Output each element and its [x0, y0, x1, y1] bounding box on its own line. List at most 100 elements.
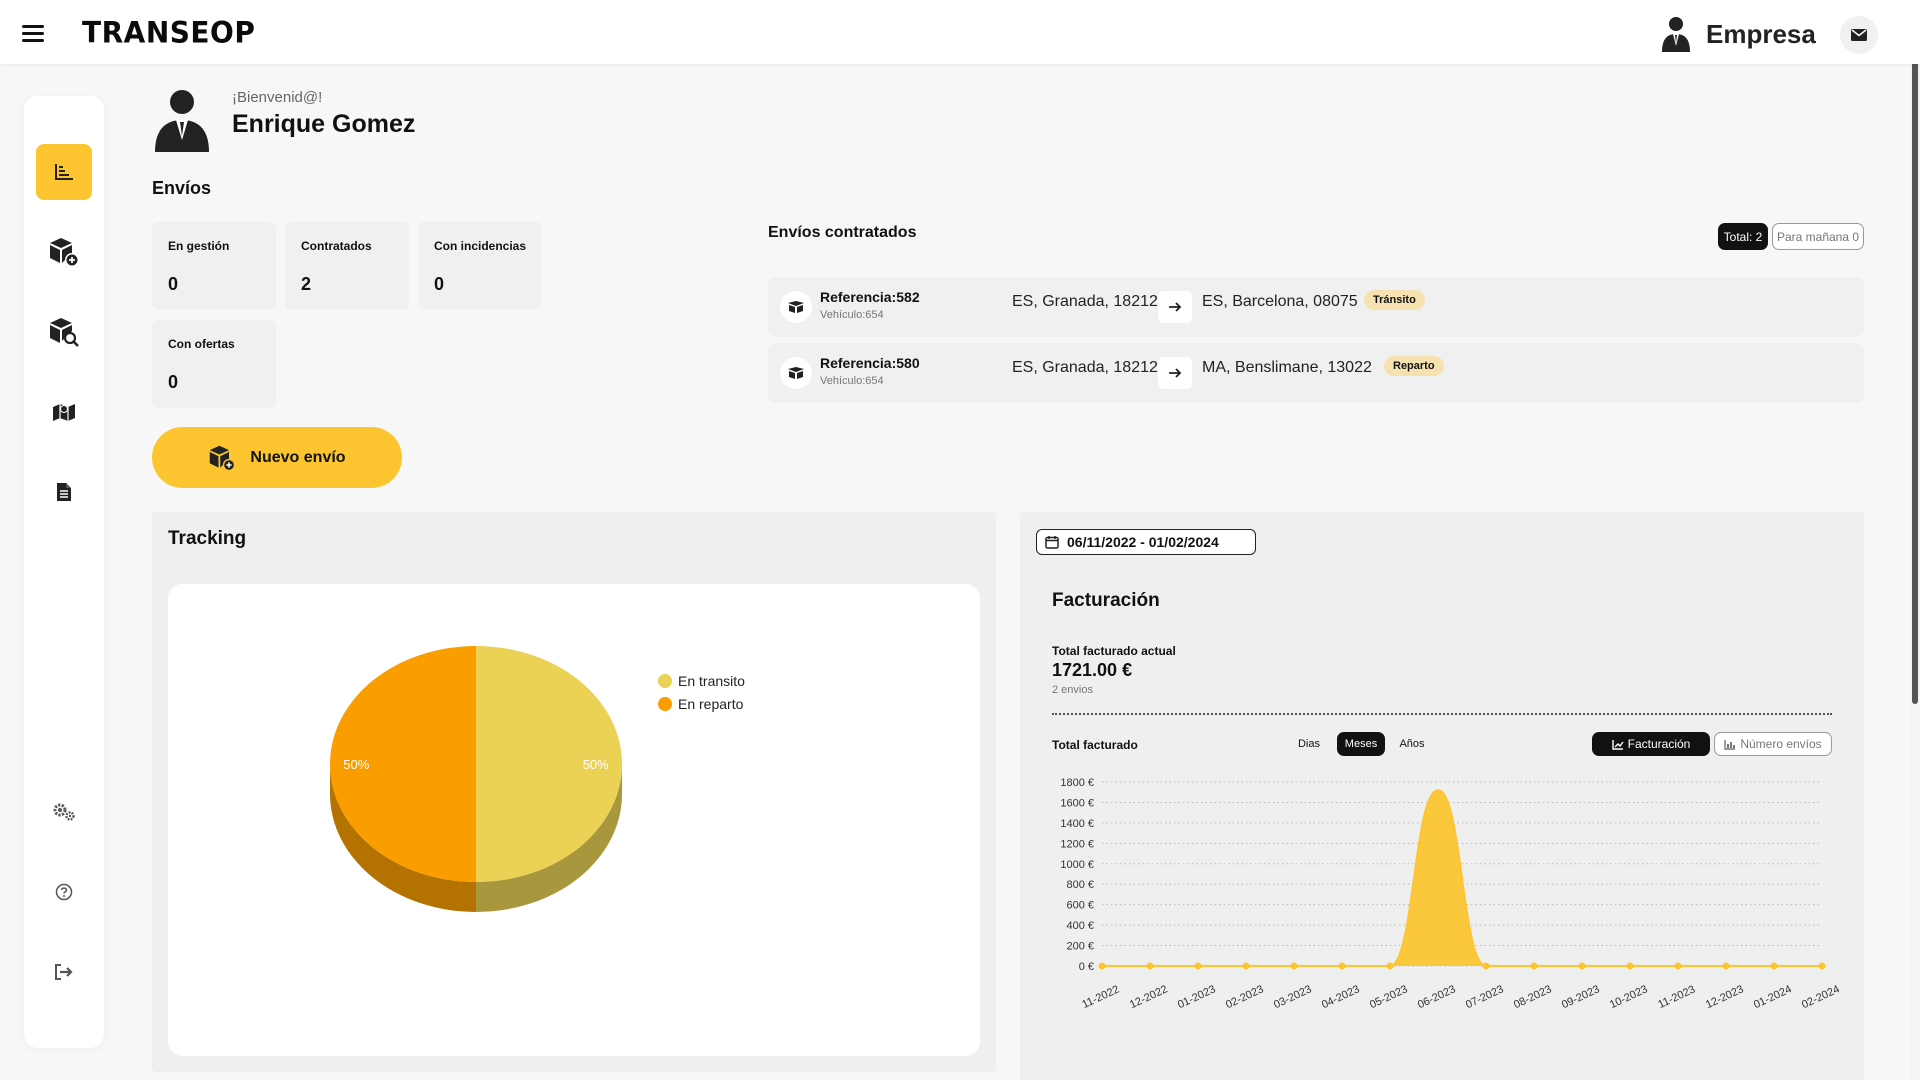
shipment-reference: Referencia:582 — [820, 289, 920, 305]
data-point-11-2023[interactable] — [1674, 962, 1682, 970]
pie-slice-1[interactable] — [330, 646, 476, 882]
x-tick-label: 08-2023 — [1512, 983, 1554, 1011]
area-line — [1102, 789, 1822, 967]
legend-label: En transito — [678, 673, 745, 689]
data-point-01-2023[interactable] — [1194, 962, 1202, 970]
open-box-icon — [780, 357, 812, 389]
top-bar: TRANSEOP Empresa — [0, 0, 1920, 64]
stat-label: Con incidencias — [434, 239, 527, 253]
y-tick-label: 1400 € — [1060, 818, 1094, 830]
x-tick-label: 01-2024 — [1752, 983, 1794, 1011]
shipment-row[interactable]: Referencia:580 Vehículo:654 ES, Granada,… — [768, 343, 1864, 403]
x-tick-label: 06-2023 — [1416, 983, 1458, 1011]
data-point-08-2023[interactable] — [1530, 962, 1538, 970]
data-point-09-2023[interactable] — [1578, 962, 1586, 970]
data-point-11-2022[interactable] — [1098, 962, 1106, 970]
billing-chart-button[interactable]: Facturación — [1592, 732, 1710, 756]
data-point-03-2023[interactable] — [1290, 962, 1298, 970]
x-tick-label: 01-2023 — [1176, 983, 1218, 1011]
profile-avatar-icon — [155, 90, 209, 152]
y-tick-label: 1800 € — [1060, 777, 1094, 789]
stat-contratados[interactable]: Contratados 2 — [285, 222, 409, 310]
period-tab-anos[interactable]: Años — [1399, 738, 1425, 750]
tracking-title: Tracking — [168, 528, 247, 549]
shipment-origin: ES, Granada, 18212 — [1012, 293, 1158, 310]
data-point-01-2024[interactable] — [1770, 962, 1778, 970]
data-point-04-2023[interactable] — [1338, 962, 1346, 970]
stat-value: 0 — [434, 274, 445, 294]
billing-chart-label: Facturación — [1627, 737, 1691, 751]
tracking-pie-chart: 50% 50% — [330, 646, 622, 912]
period-tab-dias[interactable]: Dias — [1297, 738, 1320, 750]
sidebar-item-help[interactable] — [36, 864, 92, 920]
sidebar-item-dashboard[interactable] — [36, 144, 92, 200]
tomorrow-filter-pill[interactable]: Para mañana 0 — [1772, 223, 1864, 250]
sidebar-item-map[interactable] — [36, 384, 92, 440]
pie-slice-side-0 — [476, 764, 622, 912]
envios-section-title: Envíos — [152, 178, 212, 198]
page-scrollbar[interactable] — [1910, 0, 1920, 1080]
shipments-count-label: Número envíos — [1740, 737, 1822, 751]
mail-button[interactable] — [1840, 16, 1878, 54]
line-chart-icon — [1611, 739, 1624, 750]
period-tab-meses[interactable]: Meses — [1337, 732, 1385, 756]
stat-value: 0 — [168, 372, 179, 392]
sidebar-item-settings[interactable] — [36, 784, 92, 840]
header-account[interactable]: Empresa — [1660, 16, 1816, 52]
x-tick-label: 03-2023 — [1272, 983, 1314, 1011]
legend-en-reparto[interactable]: En reparto — [658, 696, 743, 712]
data-point-12-2022[interactable] — [1146, 962, 1154, 970]
sidebar-item-logout[interactable] — [36, 944, 92, 1000]
gears-icon — [53, 803, 75, 821]
data-point-05-2023[interactable] — [1386, 962, 1394, 970]
pie-slice-label-1: 50% — [343, 757, 369, 772]
data-point-07-2023[interactable] — [1482, 962, 1490, 970]
legend-en-transito[interactable]: En transito — [658, 673, 745, 689]
legend-swatch — [658, 697, 672, 711]
x-tick-label: 04-2023 — [1320, 983, 1362, 1011]
data-point-02-2024[interactable] — [1818, 962, 1826, 970]
user-name: Enrique Gomez — [232, 110, 416, 138]
x-tick-label: 12-2023 — [1704, 983, 1746, 1011]
shipment-row[interactable]: Referencia:582 Vehículo:654 ES, Granada,… — [768, 277, 1864, 337]
new-shipment-button[interactable]: Nuevo envío — [152, 427, 402, 488]
stat-con-incidencias[interactable]: Con incidencias 0 — [418, 222, 542, 310]
sidebar-item-search-shipment[interactable] — [36, 304, 92, 360]
x-tick-label: 07-2023 — [1464, 983, 1506, 1011]
sidebar-item-documents[interactable] — [36, 464, 92, 520]
y-tick-label: 1200 € — [1060, 838, 1094, 850]
shipment-origin: ES, Granada, 18212 — [1012, 359, 1158, 376]
app-logo: TRANSEOP — [82, 15, 256, 50]
x-tick-label: 11-2022 — [1080, 983, 1121, 1011]
pie-slice-0[interactable] — [476, 646, 622, 882]
stat-con-ofertas[interactable]: Con ofertas 0 — [152, 320, 276, 408]
date-range-picker[interactable]: 06/11/2022 - 01/02/2024 — [1036, 529, 1256, 555]
separator — [1052, 713, 1832, 715]
data-point-10-2023[interactable] — [1626, 962, 1634, 970]
total-billed-label: Total facturado — [1052, 738, 1138, 752]
menu-icon[interactable] — [22, 25, 44, 43]
stat-value: 2 — [301, 274, 312, 294]
stat-label: Contratados — [301, 239, 372, 253]
box-search-icon — [50, 318, 79, 347]
logout-icon — [55, 964, 73, 980]
total-filter-pill[interactable]: Total: 2 — [1718, 223, 1768, 250]
stat-en-gestion[interactable]: En gestión 0 — [152, 222, 276, 310]
x-tick-label: 12-2022 — [1128, 983, 1170, 1011]
billing-area-chart: 0 € 200 € 400 € 600 € 800 € 1000 € 1200 € 1400 … — [1060, 777, 1842, 1011]
scrollbar-thumb[interactable] — [1912, 4, 1918, 704]
data-point-12-2023[interactable] — [1722, 962, 1730, 970]
shipment-vehicle: Vehículo:654 — [820, 309, 884, 321]
y-tick-label: 800 € — [1066, 879, 1094, 891]
shipments-count-button[interactable]: Número envíos — [1714, 732, 1832, 756]
stat-label: Con ofertas — [168, 337, 235, 351]
sidebar-item-new-shipment[interactable] — [36, 224, 92, 280]
x-tick-label: 02-2024 — [1800, 983, 1842, 1011]
contracted-shipments-title: Envíos contratados — [768, 224, 917, 241]
calendar-icon — [1045, 536, 1059, 549]
status-badge: Tránsito — [1364, 290, 1425, 310]
stat-label: En gestión — [168, 239, 230, 253]
x-tick-label: 05-2023 — [1368, 983, 1410, 1011]
box-plus-icon — [50, 238, 79, 267]
data-point-02-2023[interactable] — [1242, 962, 1250, 970]
